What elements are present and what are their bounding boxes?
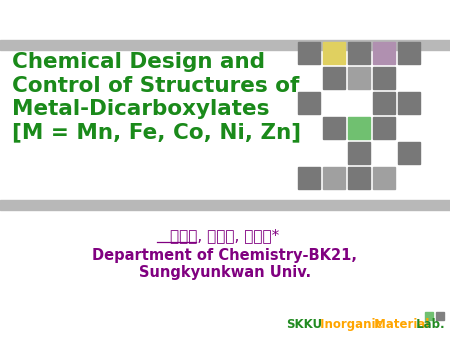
Bar bbox=[348, 167, 370, 189]
Bar bbox=[398, 42, 420, 64]
Bar bbox=[348, 67, 370, 89]
Bar bbox=[373, 42, 395, 64]
Bar bbox=[0, 40, 450, 50]
Bar bbox=[373, 117, 395, 139]
Bar bbox=[323, 67, 345, 89]
Bar bbox=[298, 92, 320, 114]
Text: 이윤원, 김유진, 정덕영*: 이윤원, 김유진, 정덕영* bbox=[171, 228, 279, 243]
Text: Lab.: Lab. bbox=[412, 318, 445, 331]
Bar bbox=[425, 312, 433, 320]
Bar bbox=[323, 117, 345, 139]
Bar bbox=[298, 167, 320, 189]
Bar bbox=[0, 200, 450, 210]
Bar bbox=[373, 67, 395, 89]
Bar bbox=[348, 42, 370, 64]
Bar bbox=[323, 42, 345, 64]
Bar bbox=[398, 92, 420, 114]
Bar bbox=[398, 142, 420, 164]
Bar bbox=[298, 42, 320, 64]
Text: Chemical Design and
Control of Structures of
Metal-Dicarboxylates
[M = Mn, Fe, C: Chemical Design and Control of Structure… bbox=[12, 52, 301, 143]
Text: Sungkyunkwan Univ.: Sungkyunkwan Univ. bbox=[139, 265, 311, 280]
Bar bbox=[348, 117, 370, 139]
Bar bbox=[373, 167, 395, 189]
Bar bbox=[436, 312, 444, 320]
Text: Inorganic: Inorganic bbox=[316, 318, 382, 331]
Bar bbox=[323, 167, 345, 189]
Bar bbox=[373, 92, 395, 114]
Text: SKKU: SKKU bbox=[286, 318, 322, 331]
Text: Department of Chemistry-BK21,: Department of Chemistry-BK21, bbox=[93, 248, 357, 263]
Bar bbox=[348, 142, 370, 164]
Text: Material: Material bbox=[370, 318, 429, 331]
